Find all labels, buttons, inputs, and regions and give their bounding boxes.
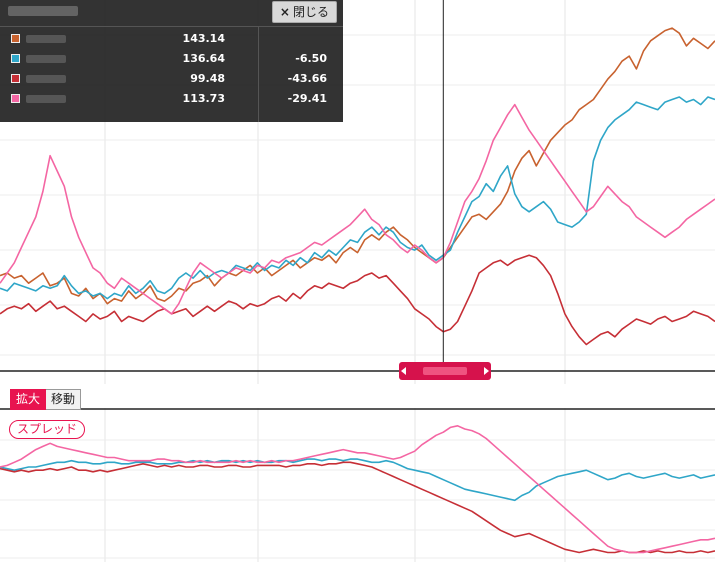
series-name-redacted: [26, 95, 66, 103]
tooltip-divider: [258, 26, 259, 122]
series-change: -6.50: [295, 52, 327, 65]
move-tab[interactable]: 移動: [46, 389, 82, 410]
series-name-redacted: [26, 75, 66, 83]
tooltip-date-redacted: [8, 6, 78, 16]
toolbar-strip: [0, 384, 715, 408]
series-change: -43.66: [287, 72, 327, 85]
zoom-tab[interactable]: 拡大: [10, 389, 47, 410]
series-change: -29.41: [287, 92, 327, 105]
series-value: 113.73: [182, 92, 225, 105]
series-swatch: [11, 54, 20, 63]
close-icon: ×: [279, 5, 290, 19]
close-button[interactable]: × 閉じる: [271, 1, 337, 23]
series-line: [0, 96, 715, 300]
range-handle-label-redacted: [423, 367, 467, 375]
spread-label[interactable]: スプレッド: [9, 420, 86, 439]
close-label: 閉じる: [292, 5, 329, 19]
tooltip-row: 113.73 -29.41: [0, 91, 343, 107]
series-value: 143.14: [182, 32, 225, 45]
tooltip-row: 136.64 -6.50: [0, 51, 343, 67]
series-line: [0, 461, 715, 554]
tooltip-panel: × 閉じる 143.14 136.64 -6.50 99.48 -43.66 1…: [0, 0, 343, 122]
mode-tabs: 拡大 移動: [10, 389, 82, 410]
series-swatch: [11, 94, 20, 103]
series-line: [0, 103, 715, 315]
series-line: [0, 254, 715, 346]
series-swatch: [11, 74, 20, 83]
drag-right-icon: [484, 367, 489, 375]
tooltip-header: × 閉じる: [0, 0, 343, 27]
series-swatch: [11, 34, 20, 43]
series-value: 136.64: [182, 52, 225, 65]
range-slider-handle[interactable]: [399, 362, 491, 380]
series-value: 99.48: [190, 72, 225, 85]
tooltip-row: 143.14: [0, 31, 343, 47]
drag-left-icon: [401, 367, 406, 375]
series-line: [0, 425, 715, 554]
series-name-redacted: [26, 35, 66, 43]
series-line: [0, 458, 715, 502]
series-name-redacted: [26, 55, 66, 63]
tooltip-row: 99.48 -43.66: [0, 71, 343, 87]
series-line: [0, 27, 715, 305]
